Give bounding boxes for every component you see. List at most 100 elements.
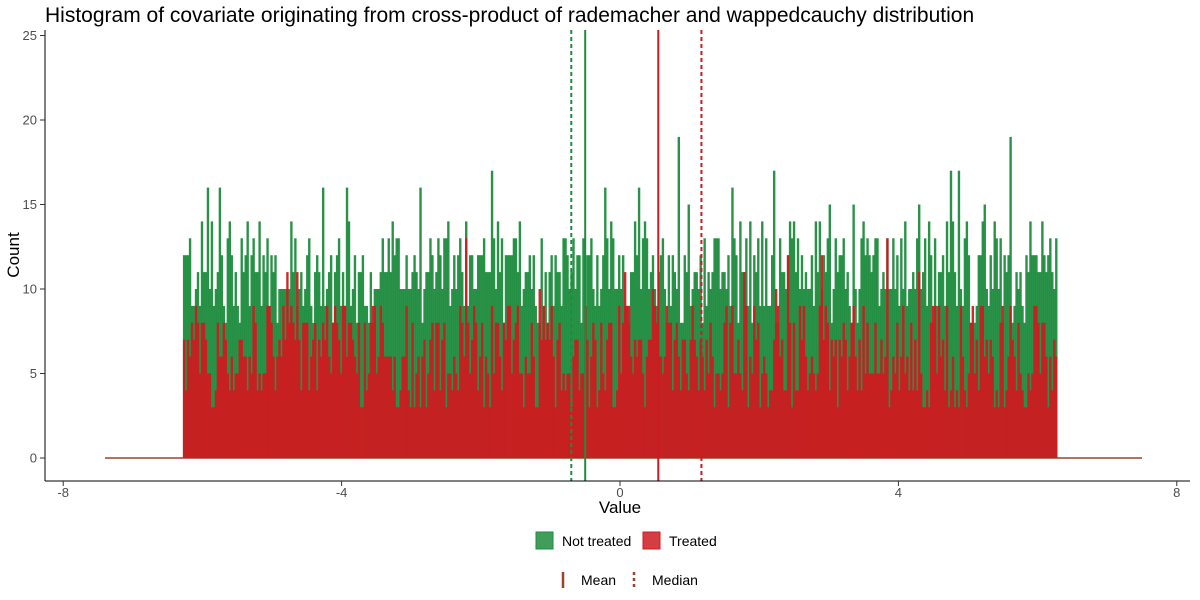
treated-bar	[711, 356, 714, 458]
treated-bar	[776, 305, 780, 458]
treated-bar	[558, 322, 561, 458]
treated-bar	[770, 390, 774, 458]
not-treated-bar	[445, 238, 448, 458]
treated-bar	[1027, 373, 1030, 458]
treated-bar	[274, 390, 277, 458]
not-treated-bar	[476, 255, 480, 458]
treated-bar	[725, 305, 728, 458]
treated-bar	[663, 356, 667, 458]
y-tick-label: 10	[23, 282, 37, 297]
not-treated-bar	[256, 272, 259, 458]
treated-bar	[474, 322, 478, 458]
not-treated-bar	[536, 322, 539, 458]
treated-bar	[983, 356, 986, 458]
treated-bar	[407, 390, 410, 458]
x-axis: -8 -4 0 4 8	[45, 480, 1190, 500]
treated-bar	[786, 255, 790, 458]
treated-bar	[470, 339, 474, 458]
not-treated-bar	[1015, 272, 1018, 458]
treated-bar	[959, 305, 963, 458]
not-treated-bar	[1023, 322, 1026, 458]
treated-bar	[268, 305, 271, 458]
not-treated-bar	[345, 187, 349, 458]
treated-bar	[310, 356, 313, 458]
not-treated-bar	[413, 255, 416, 458]
y-tick-label: 5	[30, 366, 37, 381]
treated-bar	[608, 322, 611, 458]
treated-bar	[669, 322, 673, 458]
treated-bar	[614, 407, 617, 458]
treated-bar	[788, 322, 792, 458]
plot-panel	[104, 30, 1142, 481]
treated-bar	[784, 390, 788, 458]
treated-bar	[870, 373, 873, 458]
treated-bar	[701, 356, 704, 458]
treated-bar	[763, 356, 766, 458]
not-treated-bar	[967, 255, 971, 458]
treated-bar	[192, 339, 196, 458]
not-treated-bar	[616, 289, 619, 458]
not-treated-bar	[1039, 272, 1042, 458]
treated-bar	[302, 322, 305, 458]
treated-bar	[308, 390, 311, 458]
treated-bar	[739, 373, 742, 458]
not-treated-bar	[951, 221, 955, 458]
treated-bar	[238, 339, 241, 458]
treated-bar	[234, 373, 237, 458]
not-treated-bar	[500, 238, 504, 458]
treated-bar	[236, 373, 239, 458]
treated-bar	[898, 390, 901, 458]
treated-bar	[1021, 390, 1024, 458]
treated-bar	[594, 339, 597, 458]
treated-bar	[459, 305, 462, 458]
treated-bar	[276, 356, 279, 458]
treated-bar	[633, 339, 637, 458]
not-treated-bar	[925, 305, 929, 458]
treated-bar	[296, 272, 299, 458]
treated-bar	[651, 289, 655, 458]
treated-bar	[761, 373, 764, 458]
treated-bar	[540, 339, 543, 458]
treated-bar	[1005, 390, 1008, 458]
treated-bar	[679, 390, 682, 458]
treated-bar	[858, 339, 861, 458]
not-treated-bar	[588, 255, 591, 458]
not-treated-bar	[234, 272, 237, 458]
treated-bar	[631, 373, 635, 458]
not-treated-bar	[522, 289, 526, 458]
not-treated-bar	[860, 238, 863, 458]
treated-bar	[508, 305, 512, 458]
treated-bar	[534, 407, 537, 458]
treated-bar	[518, 373, 522, 458]
treated-bar	[554, 407, 557, 458]
not-treated-bar	[1003, 255, 1006, 458]
treated-bar	[421, 356, 424, 458]
treated-bar	[780, 339, 784, 458]
not-treated-bar	[864, 255, 867, 458]
not-treated-bar	[836, 272, 839, 458]
treated-bar	[1001, 305, 1004, 458]
treated-bar	[961, 356, 965, 458]
treated-bar	[661, 373, 665, 458]
treated-bar	[405, 305, 408, 458]
treated-bar	[576, 339, 579, 458]
treated-bar	[808, 373, 812, 458]
treated-bar	[600, 322, 603, 458]
treated-bar	[1051, 390, 1054, 458]
treated-bar	[429, 339, 432, 458]
treated-bar	[852, 305, 855, 458]
treated-bar	[361, 407, 365, 458]
treated-bar	[337, 339, 341, 458]
treated-bar	[502, 322, 506, 458]
not-treated-bar	[566, 255, 569, 458]
not-treated-bar	[963, 238, 967, 458]
treated-bar	[749, 356, 752, 458]
not-treated-bar	[719, 289, 722, 458]
treated-bar	[977, 390, 981, 458]
treated-bar	[383, 356, 386, 458]
treated-bar	[812, 373, 816, 458]
treated-bar	[212, 407, 216, 458]
chart-title: Histogram of covariate originating from …	[45, 4, 974, 27]
treated-bar	[810, 356, 814, 458]
treated-bar	[755, 339, 758, 458]
